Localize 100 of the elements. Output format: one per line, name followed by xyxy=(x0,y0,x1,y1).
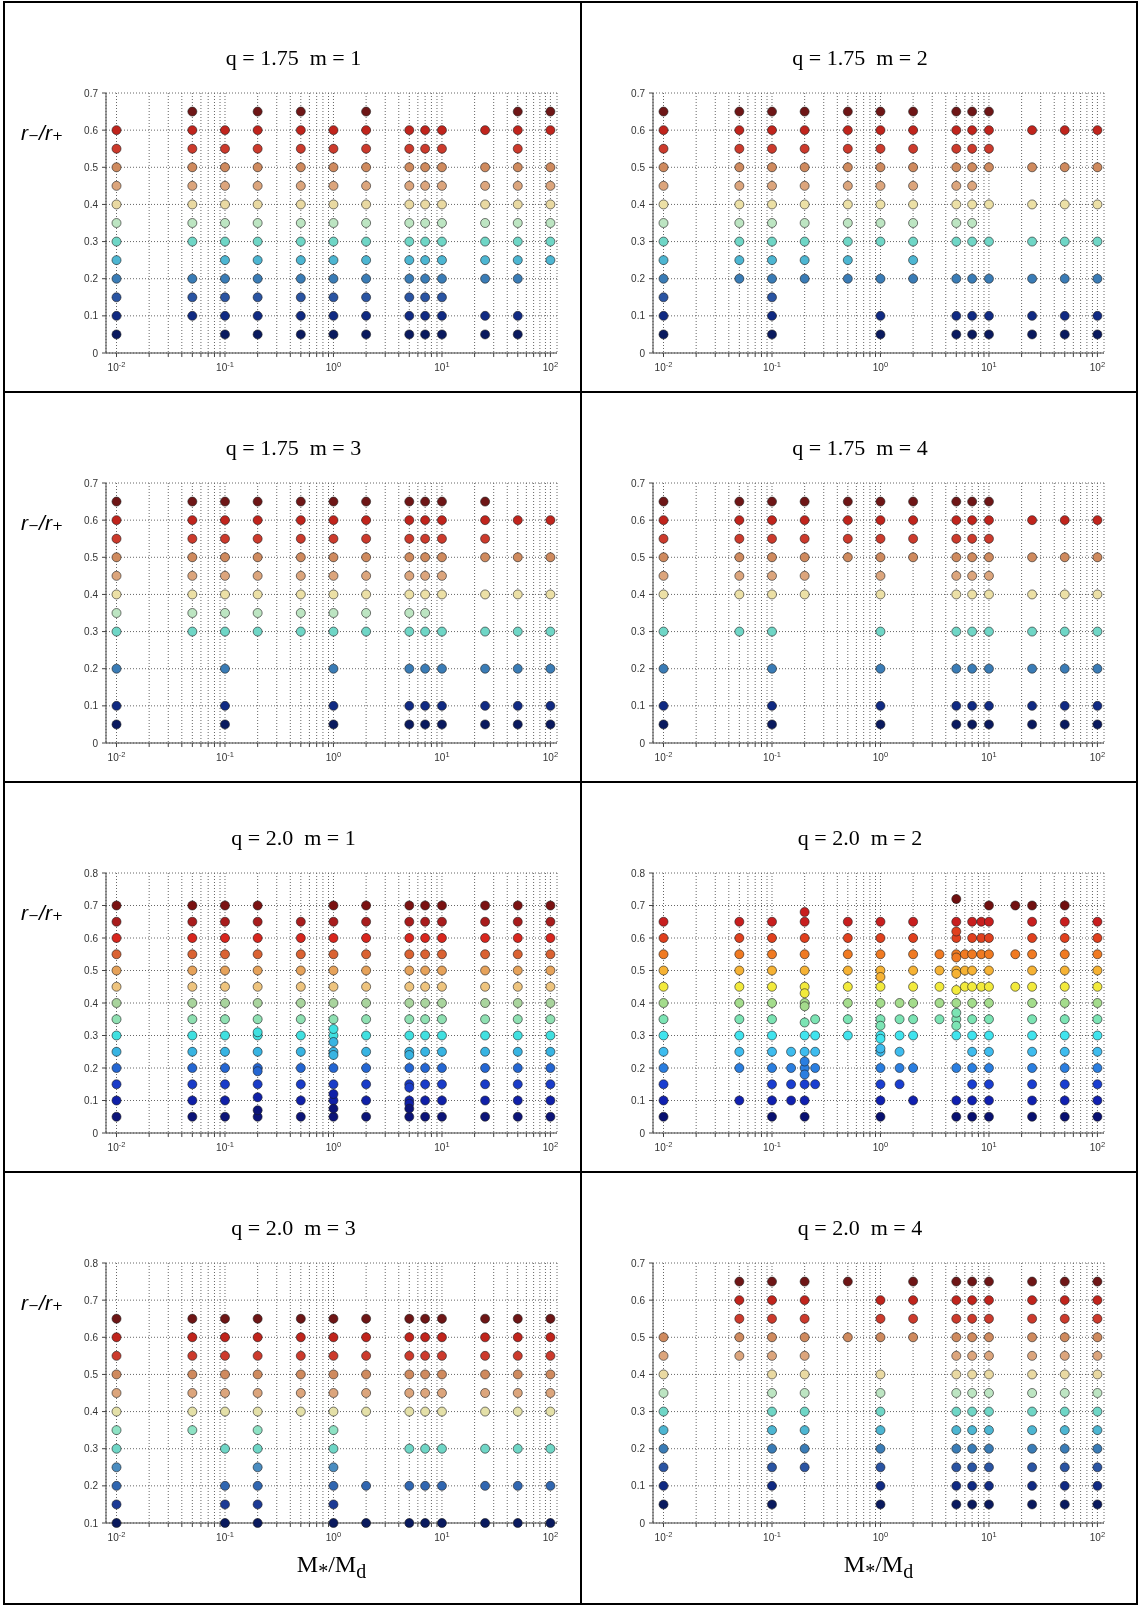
chart-title: q = 1.75 m = 4 xyxy=(792,435,928,460)
y-tick-label: 0.6 xyxy=(631,124,646,136)
y-tick-label: 0 xyxy=(92,347,99,359)
y-axis-title: r₋/r₊ xyxy=(21,901,63,924)
y-tick-label: 0.3 xyxy=(84,626,99,638)
y-axis-title: r₋/r₊ xyxy=(21,121,63,144)
y-tick-label: 0.1 xyxy=(631,310,646,322)
y-tick-label: 0.2 xyxy=(631,273,646,285)
x-tick-label: 10$^{1}$ xyxy=(434,1139,450,1153)
x-tick-label: 10$^{2}$ xyxy=(542,1529,559,1543)
x-tick-label: 10$^{1}$ xyxy=(434,359,450,373)
y-tick-label: 0.5 xyxy=(631,965,646,976)
x-tick-label: 10$^{2}$ xyxy=(1089,359,1106,373)
x-tick-label: 10$^{1}$ xyxy=(981,749,997,763)
x-axis-title: M$_{*}$/M$_{d}$ xyxy=(843,1551,914,1582)
x-tick-label: 10$^{1}$ xyxy=(981,1529,997,1543)
y-tick-label: 0.7 xyxy=(631,1257,646,1269)
chart-title: q = 1.75 m = 3 xyxy=(225,435,362,460)
y-tick-label: 0.1 xyxy=(84,1095,99,1106)
y-tick-label: 0.7 xyxy=(631,87,646,99)
y-tick-label: 0.6 xyxy=(84,124,99,136)
chart-title: q = 1.75 m = 2 xyxy=(792,45,928,70)
chart-title: q = 2.0 m = 1 xyxy=(231,825,356,850)
y-tick-label: 0.2 xyxy=(631,1062,646,1074)
y-tick-label: 0.3 xyxy=(631,1030,646,1041)
x-tick-label: 10$^{0}$ xyxy=(872,1139,889,1153)
y-tick-label: 0.6 xyxy=(631,1294,646,1306)
y-tick-label: 0.4 xyxy=(631,198,646,210)
y-tick-label: 0.4 xyxy=(84,198,99,210)
x-tick-label: 10$^{-1}$ xyxy=(763,749,781,763)
y-tick-label: 0.7 xyxy=(631,477,646,489)
x-tick-label: 10$^{-2}$ xyxy=(107,1529,126,1543)
x-tick-label: 10$^{0}$ xyxy=(325,1139,342,1153)
y-tick-label: 0.3 xyxy=(631,626,646,638)
x-tick-label: 10$^{-1}$ xyxy=(763,359,781,373)
y-tick-label: 0.5 xyxy=(84,1368,99,1380)
y-tick-label: 0.2 xyxy=(631,663,646,675)
y-tick-label: 0.6 xyxy=(631,514,646,526)
x-tick-label: 10$^{0}$ xyxy=(872,1529,889,1543)
x-tick-label: 10$^{-1}$ xyxy=(216,1529,234,1543)
y-tick-label: 0.3 xyxy=(84,236,99,248)
x-tick-label: 10$^{-2}$ xyxy=(654,359,673,373)
x-tick-label: 10$^{2}$ xyxy=(542,749,559,763)
chart-title: q = 1.75 m = 1 xyxy=(225,45,362,70)
y-tick-label: 0 xyxy=(639,347,646,359)
y-tick-label: 0.1 xyxy=(631,700,646,712)
y-tick-label: 0.4 xyxy=(631,588,646,600)
y-tick-label: 0.6 xyxy=(84,932,99,944)
y-tick-label: 0.7 xyxy=(84,477,99,489)
y-tick-label: 0.2 xyxy=(84,663,99,675)
y-tick-label: 0.2 xyxy=(84,1062,99,1074)
y-tick-label: 0.8 xyxy=(84,867,99,879)
y-tick-label: 0.4 xyxy=(631,1368,646,1380)
y-tick-label: 0.4 xyxy=(631,997,646,1009)
y-tick-label: 0.5 xyxy=(631,1331,646,1343)
x-tick-label: 10$^{2}$ xyxy=(1089,1139,1106,1153)
y-tick-label: 0 xyxy=(639,1517,646,1529)
y-tick-label: 0.2 xyxy=(84,273,99,285)
x-tick-label: 10$^{-2}$ xyxy=(654,1139,673,1153)
y-tick-label: 0.1 xyxy=(84,1517,99,1529)
y-tick-label: 0.7 xyxy=(631,900,646,911)
y-tick-label: 0.2 xyxy=(631,1443,646,1455)
y-tick-label: 0.6 xyxy=(84,514,99,526)
x-tick-label: 10$^{-2}$ xyxy=(107,1139,126,1153)
x-tick-label: 10$^{-1}$ xyxy=(216,749,234,763)
x-axis-title: M$_{*}$/M$_{d}$ xyxy=(296,1551,367,1582)
y-axis-title: r₋/r₊ xyxy=(21,1291,63,1314)
y-tick-label: 0.5 xyxy=(631,551,646,563)
y-tick-label: 0.6 xyxy=(631,932,646,944)
y-tick-label: 0.5 xyxy=(84,551,99,563)
y-tick-label: 0.5 xyxy=(84,161,99,173)
y-tick-label: 0.7 xyxy=(84,1294,99,1306)
y-tick-label: 0.6 xyxy=(84,1331,99,1343)
y-tick-label: 0.8 xyxy=(631,867,646,879)
x-tick-label: 10$^{-2}$ xyxy=(654,749,673,763)
y-tick-label: 0 xyxy=(639,1127,646,1139)
y-tick-label: 0.1 xyxy=(84,700,99,712)
chart-title: q = 2.0 m = 4 xyxy=(797,1215,923,1240)
x-tick-label: 10$^{-1}$ xyxy=(763,1529,781,1543)
y-tick-label: 0.7 xyxy=(84,87,99,99)
x-tick-label: 10$^{2}$ xyxy=(1089,749,1106,763)
x-tick-label: 10$^{2}$ xyxy=(1089,1529,1106,1543)
chart-title: q = 2.0 m = 2 xyxy=(797,825,923,850)
chart-title: q = 2.0 m = 3 xyxy=(231,1215,356,1240)
y-tick-label: 0.7 xyxy=(84,900,99,911)
x-tick-label: 10$^{-2}$ xyxy=(654,1529,673,1543)
x-tick-label: 10$^{-1}$ xyxy=(216,1139,234,1153)
y-tick-label: 0.8 xyxy=(84,1257,99,1269)
x-tick-label: 10$^{0}$ xyxy=(325,1529,342,1543)
x-tick-label: 10$^{1}$ xyxy=(434,1529,450,1543)
y-tick-label: 0 xyxy=(92,737,99,749)
y-tick-label: 0.1 xyxy=(84,310,99,322)
y-tick-label: 0.3 xyxy=(631,236,646,248)
y-tick-label: 0.3 xyxy=(631,1406,646,1418)
y-tick-label: 0.1 xyxy=(631,1480,646,1492)
y-tick-label: 0.5 xyxy=(84,965,99,976)
x-tick-label: 10$^{-1}$ xyxy=(763,1139,781,1153)
y-tick-label: 0.1 xyxy=(631,1095,646,1106)
x-tick-label: 10$^{2}$ xyxy=(542,359,559,373)
y-axis-title: r₋/r₊ xyxy=(21,511,63,534)
